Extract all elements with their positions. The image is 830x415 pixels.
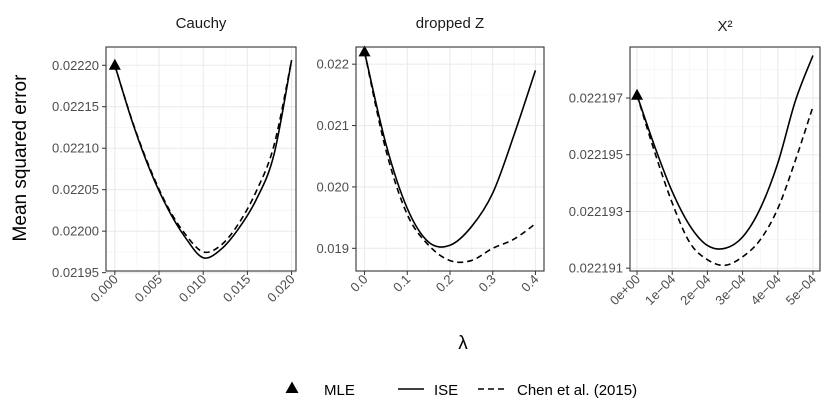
x-tick-label: 0.005: [132, 272, 166, 306]
y-axis-title: Mean squared error: [10, 74, 31, 242]
legend-key-mle: [285, 381, 299, 393]
y-tick-label: 0.020: [316, 179, 349, 194]
panel-1: dropped Z 0.019 0.020 0.021 0.022 0.0 0.1 0.2 0.…: [316, 15, 545, 295]
x-tick-label: 0.0: [347, 272, 370, 295]
y-tick-label: 0.02215: [52, 99, 99, 114]
legend-label-mle: MLE: [324, 382, 355, 399]
y-tick-label: 0.022193: [569, 204, 623, 219]
series-line-chen: [636, 94, 814, 267]
y-tick-label: 0.02210: [52, 141, 99, 156]
x-tick-label: 3e−04: [712, 272, 748, 308]
legend-label-ise: ISE: [434, 382, 458, 399]
y-tick-label: 0.021: [316, 118, 349, 133]
y-tick-label: 0.02195: [52, 265, 99, 280]
x-tick-label: 0.1: [390, 272, 413, 295]
panel-0: Cauchy 0.02195 0.02200 0.02205 0.02210 0.0221…: [52, 15, 298, 305]
facet-panels: Cauchy0.021950.022000.022050.022100.0221…: [52, 15, 821, 308]
y-tick-label: 0.019: [316, 241, 349, 256]
x-tick-label: 2e−04: [677, 272, 713, 308]
mle-point: [631, 88, 644, 100]
x-axis-title: λ: [458, 333, 468, 354]
mle-point: [358, 45, 371, 57]
panel-2: X² 0.022191 0.022193 0.022195 0.022197 0e+001…: [569, 18, 821, 308]
y-tick-label: 0.02220: [52, 58, 99, 73]
x-tick-label: 0.3: [475, 272, 498, 295]
y-tick-label: 0.022195: [569, 147, 623, 162]
series-line-ise: [114, 60, 293, 259]
series-line-ise: [363, 51, 537, 248]
y-tick-label: 0.02205: [52, 182, 99, 197]
y-tick-label: 0.022197: [569, 91, 623, 106]
legend: MLE ISE Chen et al. (2015): [285, 381, 637, 399]
x-tick-label: 0.020: [264, 272, 298, 306]
panel-title: dropped Z: [416, 15, 484, 32]
x-tick-label: 4e−04: [747, 272, 783, 308]
series-line-chen: [363, 51, 536, 264]
panel-title: X²: [718, 18, 733, 35]
panel-border: [629, 46, 821, 272]
y-tick-label: 0.02200: [52, 224, 99, 239]
panel-border: [105, 46, 297, 272]
x-tick-label: 0e+00: [607, 272, 643, 308]
x-tick-label: 5e−04: [783, 272, 819, 308]
series-line-ise: [636, 55, 814, 250]
plot-background: [106, 47, 296, 271]
x-tick-label: 0.015: [220, 272, 254, 306]
panel-title: Cauchy: [176, 15, 227, 32]
legend-label-chen: Chen et al. (2015): [517, 382, 637, 399]
x-tick-label: 0.010: [176, 272, 210, 306]
mle-point: [108, 58, 121, 70]
x-tick-label: 0.2: [433, 272, 456, 295]
x-tick-label: 1e−04: [642, 272, 678, 308]
series-line-chen: [114, 60, 293, 254]
panel-border: [355, 46, 545, 272]
y-tick-label: 0.022191: [569, 261, 623, 276]
y-tick-label: 0.022: [316, 57, 349, 72]
x-tick-label: 0.4: [518, 272, 541, 295]
